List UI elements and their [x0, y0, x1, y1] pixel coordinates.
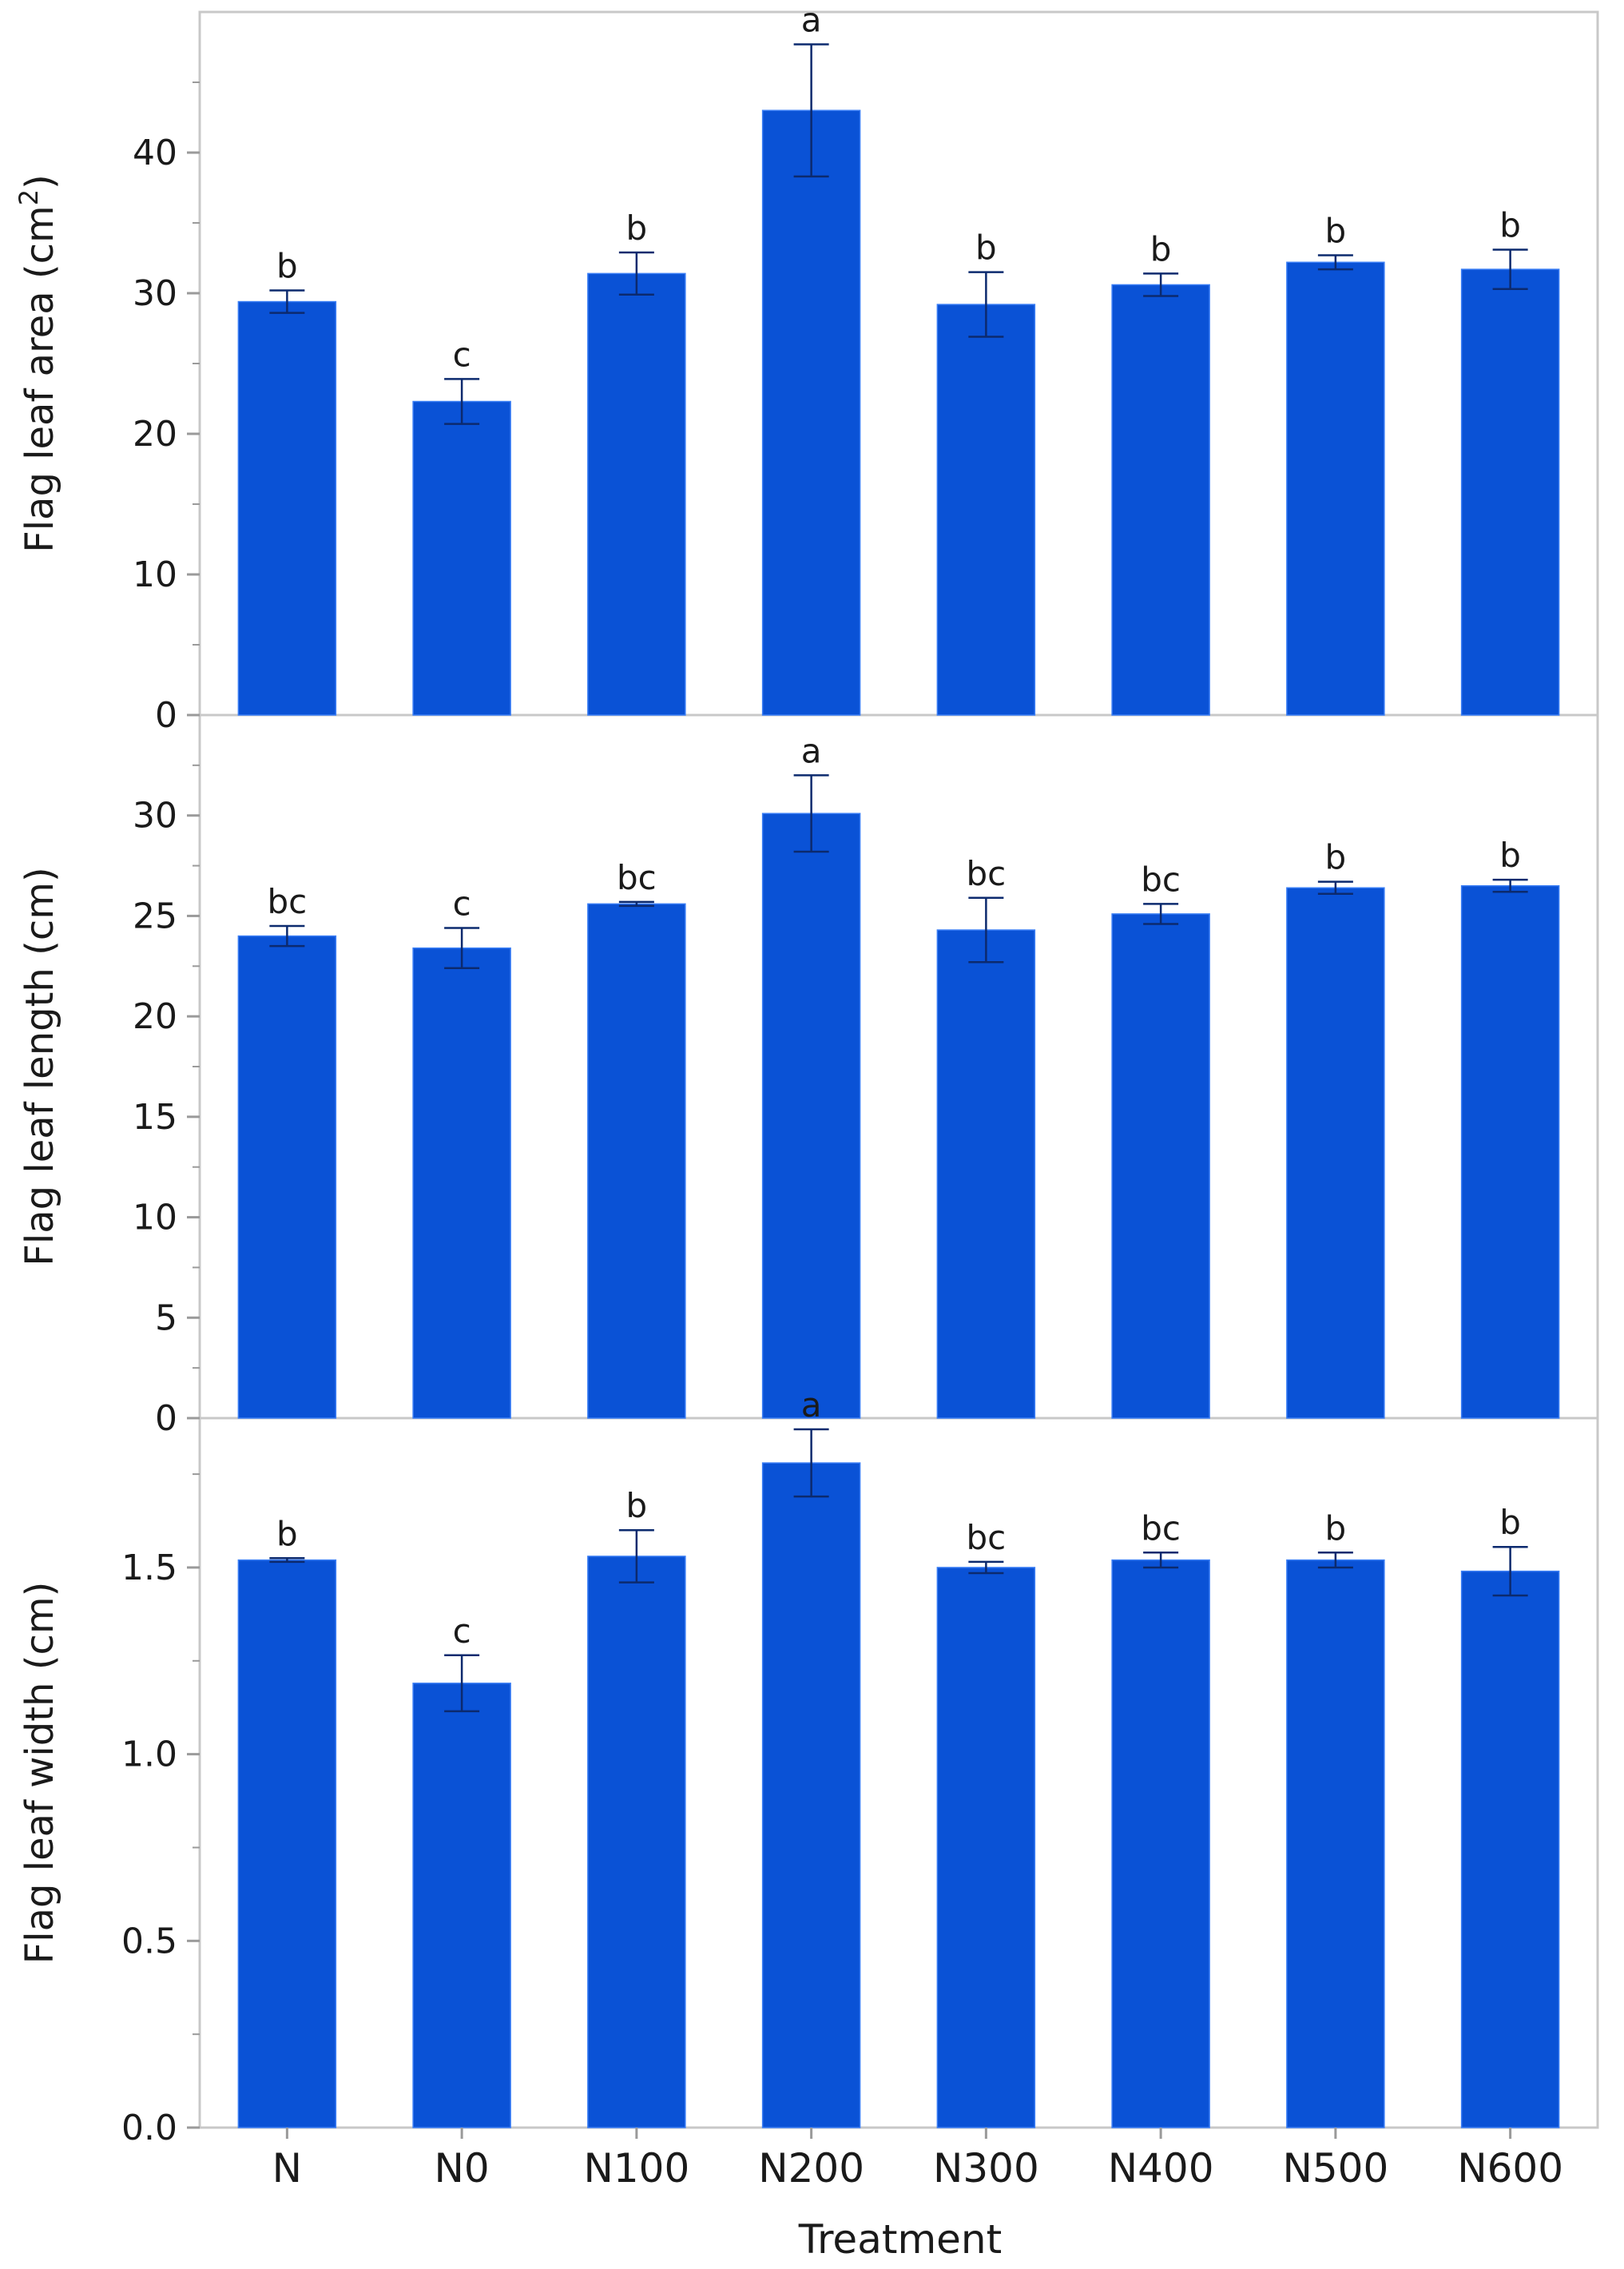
bar-N600 [1460, 268, 1560, 716]
significance-letter: b [975, 228, 997, 268]
y-tick-label: 1.5 [121, 1548, 177, 1588]
y-axis-title-superscript: 2 [14, 189, 44, 205]
y-axis-title: Flag leaf area (cm2) [14, 174, 62, 553]
y-tick-label: 20 [133, 996, 177, 1037]
y-axis-title-suffix: ) [18, 174, 62, 189]
plot-frame [198, 10, 1599, 2129]
significance-letter: a [801, 1385, 822, 1425]
y-tick-label: 25 [133, 896, 177, 936]
y-tick-label: 20 [133, 414, 177, 455]
significance-letter: b [1150, 229, 1172, 268]
bar-N100 [587, 1556, 686, 2128]
significance-letter: b [1325, 838, 1347, 877]
significance-letter: c [453, 884, 471, 924]
y-tick-label: 0 [155, 695, 177, 736]
bar-N200 [761, 813, 861, 1419]
bar-N300 [936, 1567, 1036, 2128]
significance-letter: b [626, 1486, 648, 1525]
bar-N100 [587, 903, 686, 1419]
bar-N0 [412, 400, 511, 716]
significance-letter: bc [267, 882, 307, 921]
y-tick-label: 15 [133, 1097, 177, 1138]
x-category-label: N200 [758, 2145, 864, 2192]
significance-letter: bc [966, 854, 1006, 893]
bar-N500 [1286, 261, 1385, 716]
y-tick-label: 40 [133, 133, 177, 173]
bar-N0 [412, 947, 511, 1419]
panel-2: 0 5 10 15 20 25 30 Flag leaf length (cm) bc c bc a b… [18, 731, 1598, 1439]
significance-letter: bc [617, 858, 657, 897]
bar-N400 [1111, 284, 1210, 716]
bar-N200 [761, 109, 861, 716]
bar-N300 [936, 304, 1036, 716]
y-tick-label: 10 [133, 554, 177, 595]
panel-1: 0 10 20 30 40 Flag leaf area (cm2) b c b a b b b b [14, 0, 1598, 736]
x-category-label: N [272, 2145, 302, 2192]
bar-N100 [587, 272, 686, 716]
y-axis-title-main: Flag leaf length (cm) [18, 867, 62, 1266]
significance-letter: b [626, 209, 648, 248]
significance-letter: b [1325, 1508, 1347, 1548]
x-axis-title: Treatment [798, 2216, 1002, 2263]
significance-letter: b [276, 246, 298, 285]
significance-letter: b [276, 1514, 298, 1553]
significance-letter: bc [1141, 860, 1181, 899]
bar-N [237, 935, 337, 1419]
bar-N [237, 300, 337, 716]
y-tick-label: 30 [133, 796, 177, 836]
bar-N600 [1460, 884, 1560, 1419]
bar-N [237, 1559, 337, 2128]
y-tick-label: 10 [133, 1198, 177, 1238]
significance-letter: a [801, 0, 822, 39]
significance-letter: bc [1141, 1508, 1181, 1548]
significance-letter: c [453, 335, 471, 374]
x-category-label: N600 [1457, 2145, 1563, 2192]
y-axis-title-main: Flag leaf width (cm) [18, 1582, 62, 1965]
significance-letter: b [1499, 1503, 1521, 1542]
y-tick-label: 0 [155, 1398, 177, 1439]
y-axis-title-main: Flag leaf area (cm [18, 205, 62, 553]
y-tick-label: 1.0 [121, 1735, 177, 1775]
x-category-label: N400 [1108, 2145, 1214, 2192]
x-category-label: N100 [583, 2145, 689, 2192]
bar-N300 [936, 929, 1036, 1419]
y-tick-label: 30 [133, 273, 177, 314]
significance-letter: bc [966, 1518, 1006, 1557]
bar-N500 [1286, 887, 1385, 1419]
significance-letter: b [1499, 205, 1521, 244]
significance-letter: b [1325, 211, 1347, 250]
bar-N200 [761, 1462, 861, 2128]
bar-N400 [1111, 913, 1210, 1419]
bar-N500 [1286, 1559, 1385, 2128]
significance-letter: b [1499, 836, 1521, 875]
significance-letter: a [801, 731, 822, 770]
bar-N400 [1111, 1559, 1210, 2128]
y-tick-label: 5 [155, 1297, 177, 1338]
y-axis-title: Flag leaf length (cm) [18, 867, 62, 1266]
y-tick-label: 0.5 [121, 1921, 177, 1961]
x-category-labels: N N0 N100 N200 N300 N400 N500 N600 [272, 2128, 1563, 2192]
significance-letter: c [453, 1611, 471, 1651]
bar-N0 [412, 1683, 511, 2128]
y-tick-label: 0.0 [121, 2108, 177, 2148]
x-category-label: N300 [933, 2145, 1039, 2192]
bar-N600 [1460, 1570, 1560, 2128]
y-axis-title: Flag leaf width (cm) [18, 1582, 62, 1965]
x-category-label: N500 [1282, 2145, 1388, 2192]
x-category-label: N0 [435, 2145, 490, 2192]
